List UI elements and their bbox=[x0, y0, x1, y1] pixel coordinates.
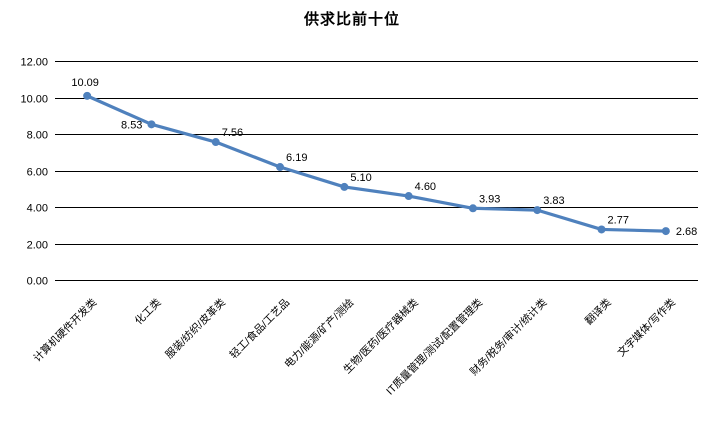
data-point-marker bbox=[597, 225, 606, 234]
data-point-label: 5.10 bbox=[350, 172, 371, 184]
data-point-label: 10.09 bbox=[71, 77, 99, 89]
x-axis-category-label: 轻工/食品/工艺品 bbox=[227, 296, 292, 361]
data-point-label: 7.56 bbox=[222, 127, 243, 139]
y-axis-tick-label: 6.00 bbox=[27, 167, 48, 179]
data-point-label: 2.77 bbox=[608, 214, 629, 226]
data-point-label: 4.60 bbox=[415, 181, 436, 193]
data-point-marker bbox=[404, 192, 413, 201]
data-point-marker bbox=[340, 182, 349, 191]
y-axis-tick-label: 12.00 bbox=[20, 57, 48, 69]
y-axis-tick-label: 8.00 bbox=[27, 130, 48, 142]
data-point-marker bbox=[147, 120, 156, 129]
data-point-marker bbox=[468, 204, 477, 213]
x-axis-category-label: 计算机硬件开发类 bbox=[31, 296, 100, 365]
x-axis-category-label: 化工类 bbox=[132, 296, 164, 328]
y-axis-tick-label: 4.00 bbox=[27, 203, 48, 215]
data-point-label: 3.83 bbox=[543, 195, 564, 207]
data-point-label: 6.19 bbox=[286, 152, 307, 164]
data-point-marker bbox=[661, 227, 670, 236]
y-axis-tick-label: 2.00 bbox=[27, 240, 48, 252]
data-point-marker bbox=[211, 138, 220, 147]
data-point-marker bbox=[83, 91, 92, 100]
series-line bbox=[85, 94, 668, 233]
data-point-label: 2.68 bbox=[676, 226, 697, 238]
x-axis-category-label: 电力/能源/矿产/测绘 bbox=[282, 296, 357, 371]
data-point-marker bbox=[533, 206, 542, 215]
data-point-marker bbox=[276, 163, 285, 172]
chart-title: 供求比前十位 bbox=[303, 11, 400, 28]
data-point-label: 3.93 bbox=[479, 193, 500, 205]
y-axis-tick-label: 10.00 bbox=[20, 94, 48, 106]
y-axis-tick-label: 0.00 bbox=[27, 276, 48, 288]
data-point-label: 8.53 bbox=[121, 119, 142, 131]
x-axis-category-label: 翻译类 bbox=[582, 296, 614, 328]
x-axis-category-label: 文字媒体/写作类 bbox=[615, 296, 679, 360]
x-axis-category-label: 服装/纺织/皮革类 bbox=[163, 296, 229, 362]
